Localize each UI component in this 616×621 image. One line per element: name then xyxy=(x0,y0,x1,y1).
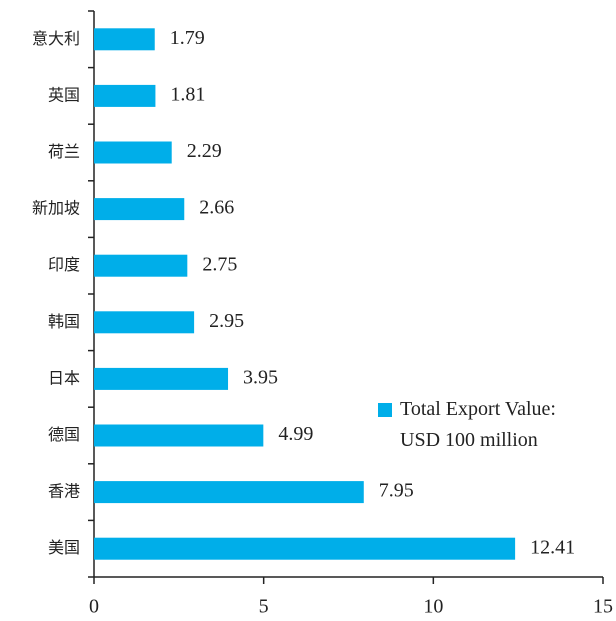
bar xyxy=(94,28,155,51)
bar xyxy=(94,198,185,221)
bar xyxy=(94,481,364,504)
bar xyxy=(94,84,156,107)
value-label: 2.66 xyxy=(199,197,234,219)
value-label: 2.75 xyxy=(202,253,237,275)
bar xyxy=(94,311,195,334)
y-tick-label: 日本 xyxy=(48,368,80,387)
y-tick-label: 韩国 xyxy=(48,312,80,331)
y-tick-label: 荷兰 xyxy=(48,142,80,161)
value-label: 12.41 xyxy=(530,536,575,558)
value-label: 3.95 xyxy=(243,366,278,388)
y-tick-label: 新加坡 xyxy=(32,199,80,218)
value-label: 1.79 xyxy=(170,27,205,49)
value-label: 2.95 xyxy=(209,310,244,332)
y-tick-label: 印度 xyxy=(48,255,80,274)
bar xyxy=(94,367,229,390)
value-label: 1.81 xyxy=(170,83,205,105)
bar xyxy=(94,424,264,447)
x-tick-label: 0 xyxy=(89,596,99,618)
y-tick-label: 美国 xyxy=(48,538,80,557)
value-label: 2.29 xyxy=(187,140,222,162)
value-label: 7.95 xyxy=(379,480,414,502)
y-tick-label: 德国 xyxy=(48,425,80,444)
bar xyxy=(94,254,188,277)
x-tick-label: 10 xyxy=(423,596,443,618)
legend-swatch xyxy=(378,403,392,417)
x-tick-label: 15 xyxy=(593,596,613,618)
y-tick-label: 香港 xyxy=(48,482,80,501)
legend-label: Total Export Value: USD 100 million xyxy=(400,398,556,451)
bar xyxy=(94,537,516,560)
y-tick-label: 英国 xyxy=(48,85,80,104)
y-tick-label: 意大利 xyxy=(32,29,80,48)
x-tick-label: 5 xyxy=(259,596,269,618)
value-label: 4.99 xyxy=(278,423,313,445)
bar xyxy=(94,141,172,164)
